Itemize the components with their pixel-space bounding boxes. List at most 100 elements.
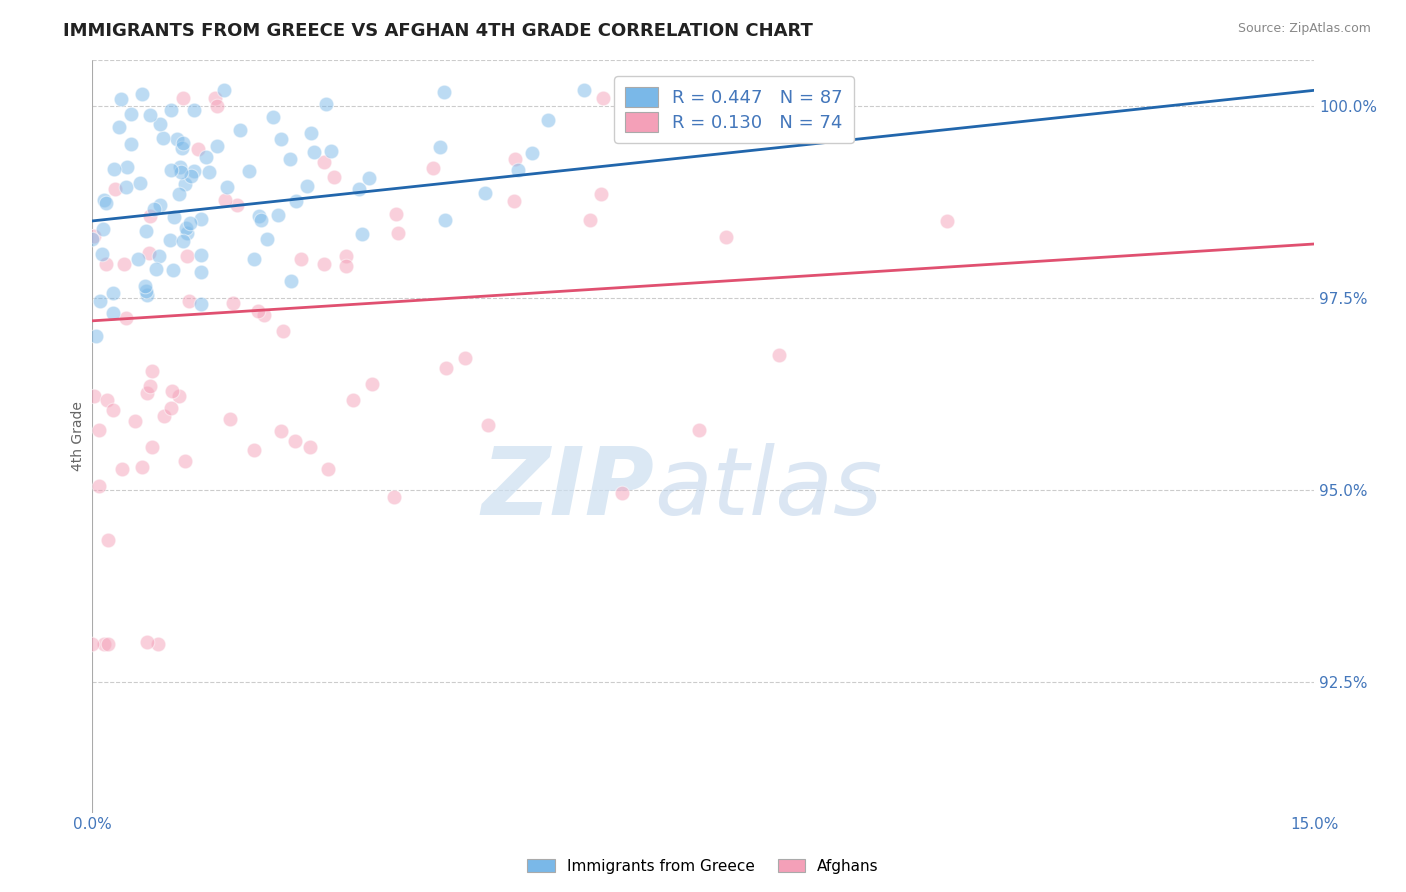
Point (139, 209, 162, 223)
Point (162, 263, 184, 277)
Point (163, 211, 186, 225)
Y-axis label: 4th Grade: 4th Grade (72, 401, 86, 471)
Point (589, 187, 612, 202)
Point (172, 136, 194, 150)
Point (121, 107, 143, 121)
Point (238, 164, 260, 178)
Point (103, 403, 125, 417)
Point (101, 285, 124, 300)
Point (520, 146, 543, 161)
Point (87, 478, 110, 492)
Point (183, 103, 205, 117)
Point (138, 245, 160, 260)
Point (141, 440, 163, 454)
Point (267, 208, 290, 222)
Point (97, 533, 120, 547)
Text: ZIP: ZIP (481, 442, 654, 535)
Point (136, 385, 159, 400)
Point (136, 634, 159, 648)
Point (131, 460, 153, 475)
Point (319, 144, 342, 158)
Point (91, 222, 114, 236)
Point (111, 462, 134, 476)
Point (768, 348, 790, 362)
Point (97, 636, 120, 650)
Point (135, 224, 157, 238)
Point (183, 163, 205, 178)
Point (323, 169, 346, 184)
Point (247, 209, 270, 223)
Point (433, 213, 456, 227)
Point (290, 252, 312, 267)
Point (273, 324, 295, 338)
Point (89, 423, 111, 437)
Point (572, 83, 595, 97)
Point (190, 265, 212, 279)
Point (246, 304, 269, 318)
Point (335, 259, 357, 273)
Point (270, 424, 292, 438)
Point (688, 424, 710, 438)
Point (176, 226, 198, 240)
Point (82, 232, 104, 246)
Point (284, 194, 307, 209)
Point (176, 249, 198, 263)
Point (153, 409, 176, 423)
Point (131, 87, 153, 101)
Point (128, 176, 150, 190)
Point (180, 169, 202, 183)
Point (159, 401, 181, 415)
Point (342, 392, 364, 407)
Point (89, 293, 111, 308)
Point (145, 262, 167, 277)
Point (592, 91, 614, 105)
Point (174, 221, 197, 235)
Point (179, 294, 201, 309)
Point (385, 207, 408, 221)
Point (112, 257, 135, 271)
Point (205, 99, 228, 113)
Point (434, 360, 457, 375)
Point (315, 97, 337, 112)
Point (243, 442, 266, 457)
Point (454, 351, 477, 366)
Point (814, 91, 837, 105)
Point (357, 171, 380, 186)
Point (179, 216, 201, 230)
Point (284, 434, 307, 449)
Point (422, 161, 444, 176)
Point (114, 179, 136, 194)
Point (169, 165, 191, 179)
Point (194, 150, 217, 164)
Point (172, 91, 194, 105)
Point (117, 160, 139, 174)
Point (135, 284, 157, 298)
Point (262, 110, 284, 124)
Point (134, 279, 156, 293)
Text: atlas: atlas (654, 443, 883, 534)
Point (314, 257, 336, 271)
Point (159, 103, 181, 117)
Point (141, 364, 163, 378)
Point (429, 140, 451, 154)
Point (302, 145, 325, 160)
Point (93, 636, 115, 650)
Point (124, 414, 146, 428)
Point (716, 230, 738, 244)
Point (205, 139, 228, 153)
Point (506, 162, 529, 177)
Point (295, 179, 318, 194)
Point (270, 132, 292, 146)
Point (243, 252, 266, 266)
Point (136, 288, 159, 302)
Point (160, 384, 183, 398)
Point (433, 85, 456, 99)
Point (190, 297, 212, 311)
Point (382, 490, 405, 504)
Point (83, 228, 105, 243)
Point (110, 93, 132, 107)
Point (537, 113, 560, 128)
Point (148, 636, 170, 650)
Point (166, 132, 188, 146)
Text: Source: ZipAtlas.com: Source: ZipAtlas.com (1237, 22, 1371, 36)
